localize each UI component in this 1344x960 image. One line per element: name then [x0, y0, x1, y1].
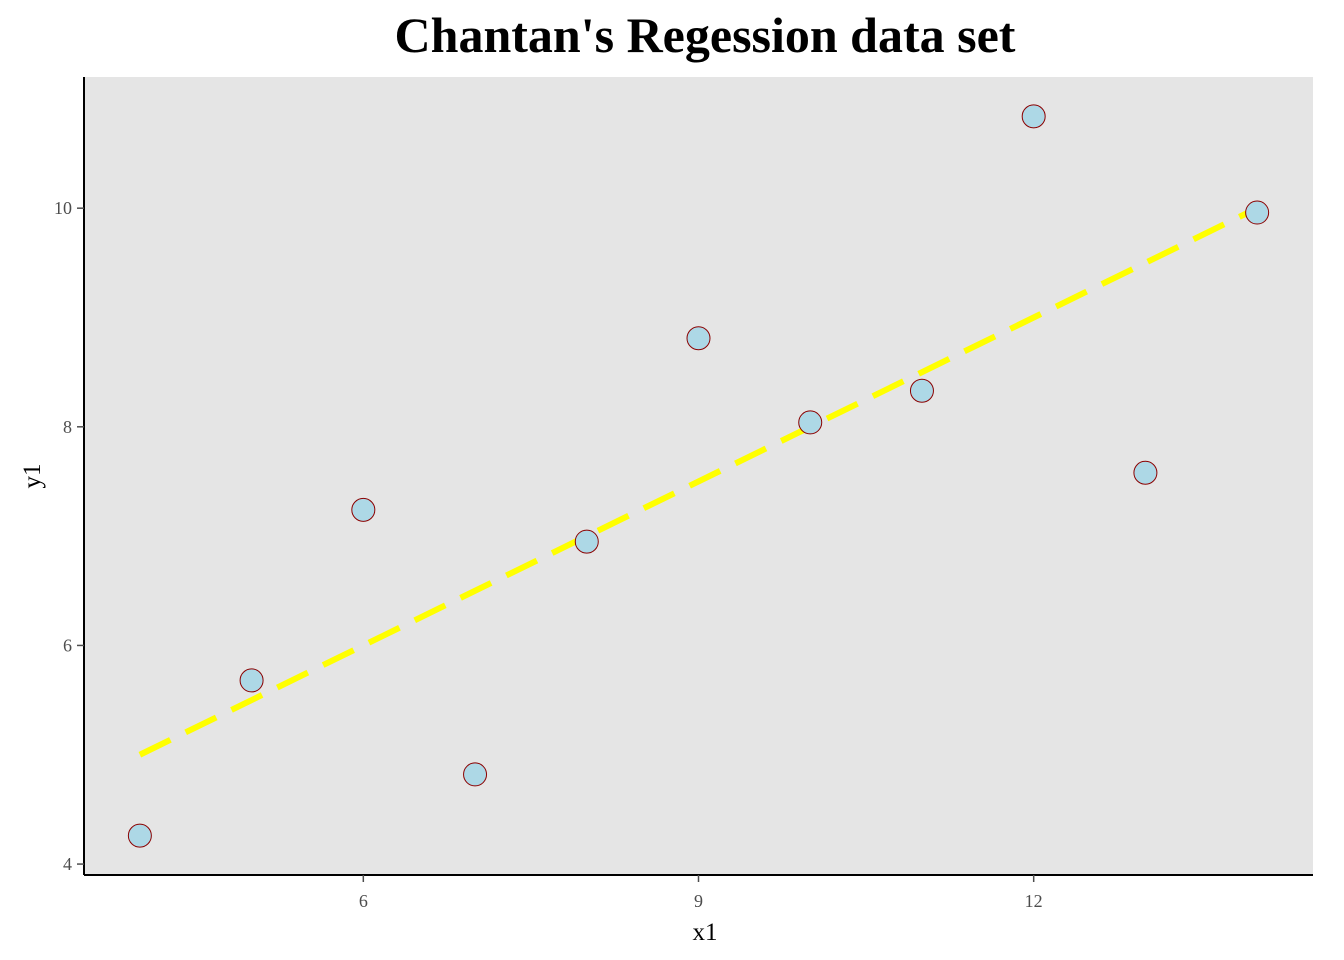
chart-title: Chantan's Regession data set [395, 7, 1016, 63]
x-axis-title: x1 [693, 919, 718, 946]
data-point [909, 378, 934, 403]
data-point [351, 497, 376, 522]
x-tick-label: 9 [694, 891, 703, 911]
y-tick-label: 8 [63, 417, 72, 437]
y-tick-label: 10 [54, 198, 72, 218]
data-point [798, 410, 823, 435]
y-tick-label: 6 [63, 635, 72, 655]
points-layer [127, 104, 1270, 848]
data-point [239, 668, 264, 693]
y-axis-title: y1 [19, 464, 46, 489]
data-point [463, 762, 488, 787]
x-axis-ticks: 6 9 12 [359, 875, 1043, 911]
plot-panel [84, 77, 1313, 875]
data-point [686, 326, 711, 351]
data-point [1021, 104, 1046, 129]
data-point [1245, 200, 1270, 225]
data-point [1133, 460, 1158, 485]
data-point [574, 529, 599, 554]
x-tick-label: 12 [1025, 891, 1043, 911]
data-point [127, 823, 152, 848]
regression-line [138, 205, 1259, 758]
fit-line-layer [138, 205, 1259, 758]
y-axis-ticks: 4 6 8 10 [54, 198, 84, 874]
y-tick-label: 4 [63, 854, 72, 874]
x-tick-label: 6 [359, 891, 368, 911]
